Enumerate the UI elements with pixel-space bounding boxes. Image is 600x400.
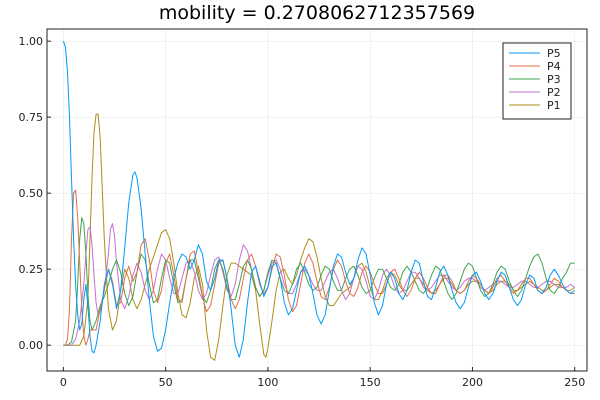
series-line-p2: [63, 223, 575, 346]
x-tick-label: 200: [462, 376, 483, 389]
x-tick-label: 250: [564, 376, 585, 389]
chart-title: mobility = 0.2708062712357569: [159, 2, 475, 24]
series-line-p4: [63, 189, 575, 346]
legend-label: P3: [547, 73, 561, 86]
legend-label: P1: [547, 99, 561, 112]
legend-box: [502, 42, 572, 120]
grid: [47, 29, 587, 371]
series-lines: [62, 41, 576, 361]
axis-ticks: 0 50 100 150 200 250 0.00 0.25 0.50 0.75 1.00: [19, 35, 586, 389]
y-tick-label: 0.25: [19, 263, 44, 276]
series-line-p1: [63, 113, 575, 361]
x-tick-label: 0: [60, 376, 67, 389]
plot-frame: [46, 28, 588, 372]
y-tick-label: 0.00: [19, 339, 44, 352]
x-tick-label: 50: [159, 376, 173, 389]
legend-label: P4: [547, 60, 561, 73]
y-tick-label: 0.50: [19, 187, 44, 200]
x-tick-label: 100: [257, 376, 278, 389]
legend-label: P2: [547, 86, 561, 99]
y-tick-label: 0.75: [19, 111, 44, 124]
legend-label: P5: [547, 47, 561, 60]
series-line-p3: [63, 217, 575, 346]
series-line-p5: [62, 41, 576, 358]
y-tick-label: 1.00: [19, 35, 44, 48]
x-tick-label: 150: [360, 376, 381, 389]
